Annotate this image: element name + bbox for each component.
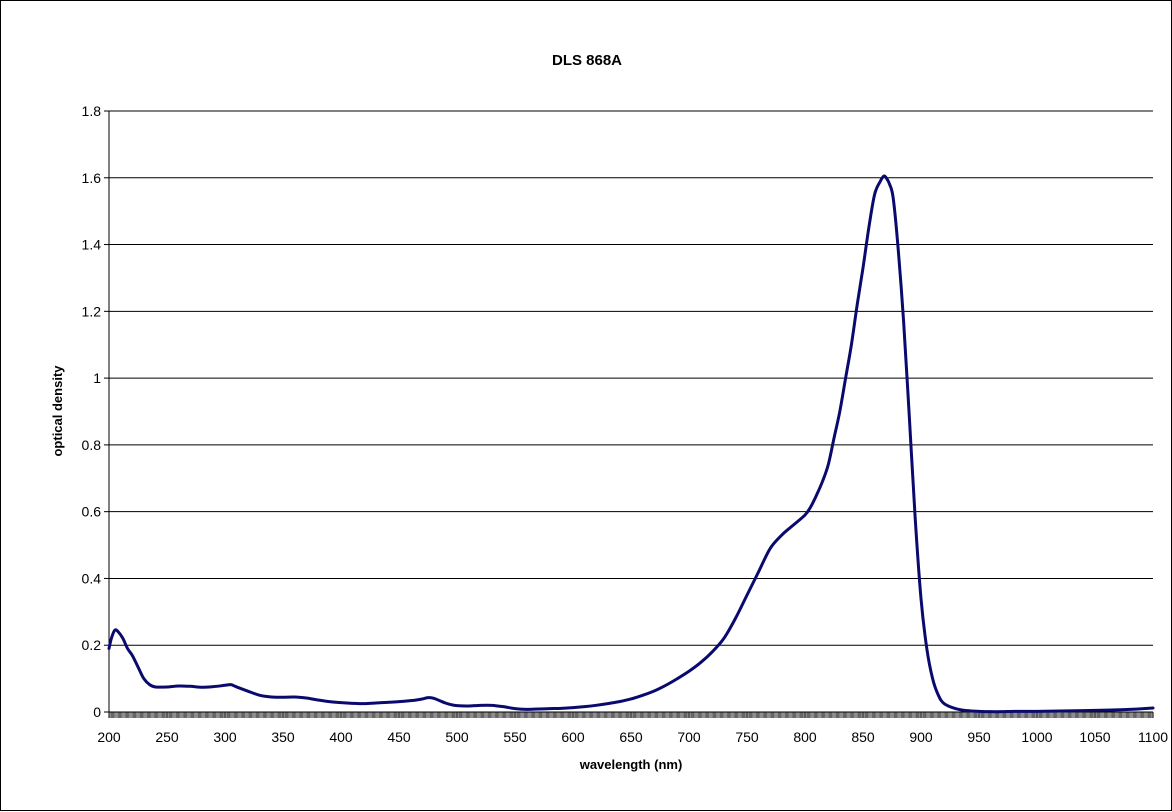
y-tick-label-4: 0.8 xyxy=(82,437,102,453)
x-tick-label-3: 350 xyxy=(271,729,295,745)
y-tick-labels: 0 0.2 0.4 0.6 0.8 1 1.2 1.4 1.6 1.8 xyxy=(82,103,109,720)
y-tick-label-0: 0 xyxy=(93,704,101,720)
x-tick-label-7: 550 xyxy=(503,729,527,745)
x-tick-label-2: 300 xyxy=(213,729,237,745)
x-tick-label-8: 600 xyxy=(561,729,585,745)
chart-title: DLS 868A xyxy=(552,52,622,69)
x-axis-label: wavelength (nm) xyxy=(579,757,683,772)
y-tick-label-2: 0.4 xyxy=(82,570,102,586)
y-axis-label: optical density xyxy=(50,365,65,457)
axes xyxy=(108,111,1153,713)
x-tick-label-6: 500 xyxy=(445,729,469,745)
gridlines xyxy=(109,110,1153,646)
x-tick-label-15: 950 xyxy=(967,729,991,745)
y-tick-label-6: 1.2 xyxy=(82,303,102,319)
x-tick-label-9: 650 xyxy=(619,729,643,745)
x-tick-label-14: 900 xyxy=(909,729,933,745)
x-tick-label-1: 250 xyxy=(155,729,179,745)
x-tick-label-17: 1050 xyxy=(1079,729,1110,745)
y-tick-label-3: 0.6 xyxy=(82,504,102,520)
x-tick-label-0: 200 xyxy=(97,729,121,745)
x-tick-label-13: 850 xyxy=(851,729,875,745)
y-tick-label-7: 1.4 xyxy=(82,237,102,253)
y-tick-label-5: 1 xyxy=(93,370,101,386)
y-tick-label-9: 1.8 xyxy=(82,103,102,119)
y-tick-label-1: 0.2 xyxy=(82,637,102,653)
x-tick-label-10: 700 xyxy=(677,729,701,745)
x-tick-label-11: 750 xyxy=(735,729,759,745)
series-line-optical-density xyxy=(107,174,1155,714)
x-tick-label-16: 1000 xyxy=(1021,729,1052,745)
x-tick-label-18: 1100 xyxy=(1138,729,1168,745)
x-tick-labels: 200 250 300 350 400 450 500 550 600 650 700 750 800 8… xyxy=(97,712,1168,745)
x-tick-label-4: 400 xyxy=(329,729,353,745)
x-tick-label-12: 800 xyxy=(793,729,817,745)
x-tick-label-5: 450 xyxy=(387,729,411,745)
y-tick-label-8: 1.6 xyxy=(82,170,102,186)
